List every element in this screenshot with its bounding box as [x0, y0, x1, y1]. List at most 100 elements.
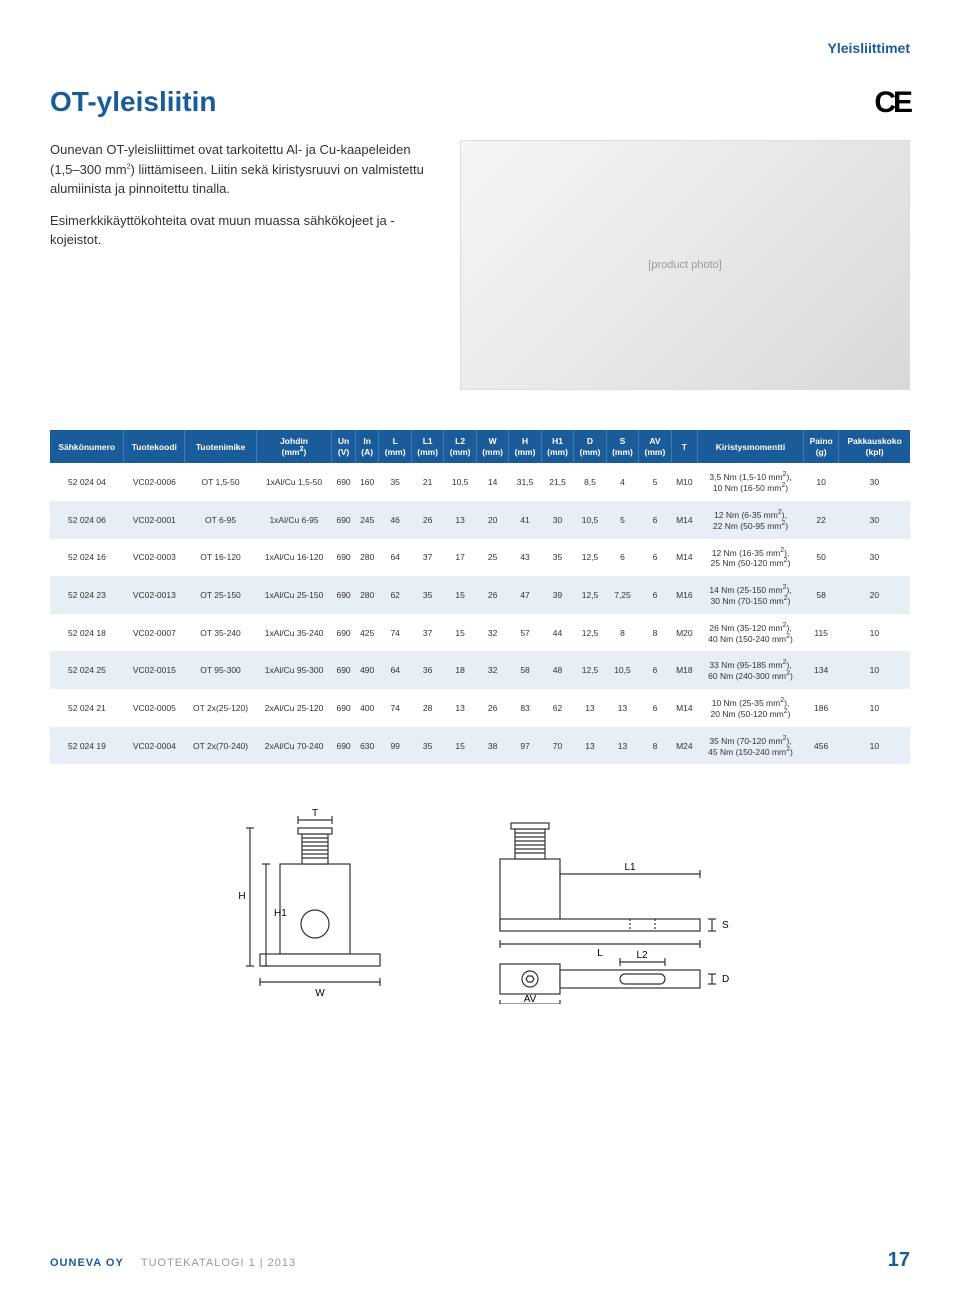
table-cell: 50	[804, 539, 839, 577]
table-cell: 10	[839, 614, 910, 652]
table-cell: 21,5	[541, 463, 573, 501]
table-header-cell: H(mm)	[509, 430, 541, 463]
table-cell: 1xAl/Cu 35-240	[256, 614, 332, 652]
table-cell: 690	[332, 576, 356, 614]
table-cell: 25	[476, 539, 508, 577]
table-cell: M14	[671, 689, 697, 727]
table-cell: 13	[444, 689, 476, 727]
table-cell: M18	[671, 651, 697, 689]
table-cell: M16	[671, 576, 697, 614]
intro-paragraph-1: Ounevan OT-yleisliittimet ovat tarkoitet…	[50, 140, 430, 199]
table-row: 52 024 25VC02-0015OT 95-3001xAl/Cu 95-30…	[50, 651, 910, 689]
table-row: 52 024 18VC02-0007OT 35-2401xAl/Cu 35-24…	[50, 614, 910, 652]
table-cell: VC02-0003	[124, 539, 185, 577]
table-cell: 15	[444, 727, 476, 765]
spec-table: SähkönumeroTuotekoodiTuotenimikeJohdin(m…	[50, 430, 910, 764]
table-cell: 12 Nm (16-35 mm2),25 Nm (50-120 mm2)	[698, 539, 804, 577]
table-cell: 6	[606, 539, 638, 577]
table-header-cell: Kiristysmomentti	[698, 430, 804, 463]
table-cell: 35 Nm (70-120 mm2),45 Nm (150-240 mm2)	[698, 727, 804, 765]
table-cell: 690	[332, 501, 356, 539]
table-header-cell: In(A)	[355, 430, 379, 463]
table-cell: 30	[839, 539, 910, 577]
table-header-cell: D(mm)	[574, 430, 606, 463]
table-cell: OT 16-120	[185, 539, 256, 577]
table-cell: 490	[355, 651, 379, 689]
table-cell: 30	[839, 501, 910, 539]
table-cell: 62	[541, 689, 573, 727]
table-header-cell: T	[671, 430, 697, 463]
table-cell: 22	[804, 501, 839, 539]
table-cell: M14	[671, 501, 697, 539]
table-cell: 10	[839, 689, 910, 727]
table-cell: 8	[606, 614, 638, 652]
table-row: 52 024 04VC02-0006OT 1,5-501xAl/Cu 1,5-5…	[50, 463, 910, 501]
table-cell: 12 Nm (6-35 mm2),22 Nm (50-95 mm2)	[698, 501, 804, 539]
table-row: 52 024 06VC02-0001OT 6-951xAl/Cu 6-95690…	[50, 501, 910, 539]
table-cell: 52 024 25	[50, 651, 124, 689]
table-cell: 17	[444, 539, 476, 577]
footer-company: OUNEVA OY	[50, 1257, 124, 1269]
table-cell: 18	[444, 651, 476, 689]
table-cell: 12,5	[574, 614, 606, 652]
table-cell: 13	[574, 727, 606, 765]
table-cell: 115	[804, 614, 839, 652]
table-cell: 13	[606, 689, 638, 727]
table-cell: 52 024 23	[50, 576, 124, 614]
table-cell: 8	[639, 727, 671, 765]
table-cell: 33 Nm (95-185 mm2),60 Nm (240-300 mm2)	[698, 651, 804, 689]
table-cell: 35	[379, 463, 411, 501]
table-cell: M20	[671, 614, 697, 652]
table-cell: 186	[804, 689, 839, 727]
table-cell: 43	[509, 539, 541, 577]
dim-s: S	[722, 920, 729, 931]
footer-left: OUNEVA OY TUOTEKATALOGI 1 | 2013	[50, 1257, 296, 1269]
intro-row: Ounevan OT-yleisliittimet ovat tarkoitet…	[50, 140, 910, 390]
table-cell: 12,5	[574, 576, 606, 614]
table-cell: 32	[476, 614, 508, 652]
table-header-cell: Tuotekoodi	[124, 430, 185, 463]
table-cell: 690	[332, 539, 356, 577]
table-cell: 12,5	[574, 539, 606, 577]
table-header-cell: AV(mm)	[639, 430, 671, 463]
table-cell: 37	[411, 614, 443, 652]
table-cell: 26	[476, 689, 508, 727]
table-cell: 1xAl/Cu 16-120	[256, 539, 332, 577]
dim-h1: H1	[274, 908, 287, 919]
table-cell: 15	[444, 576, 476, 614]
table-cell: 8,5	[574, 463, 606, 501]
table-cell: 30	[541, 501, 573, 539]
table-cell: 48	[541, 651, 573, 689]
table-cell: VC02-0013	[124, 576, 185, 614]
table-cell: 425	[355, 614, 379, 652]
table-cell: M24	[671, 727, 697, 765]
table-cell: 6	[639, 689, 671, 727]
table-cell: 58	[804, 576, 839, 614]
table-cell: 99	[379, 727, 411, 765]
page-footer: OUNEVA OY TUOTEKATALOGI 1 | 2013 17	[0, 1249, 960, 1272]
table-cell: 690	[332, 727, 356, 765]
table-cell: 245	[355, 501, 379, 539]
dim-av: AV	[524, 994, 537, 1004]
table-cell: 1xAl/Cu 25-150	[256, 576, 332, 614]
table-cell: 52 024 19	[50, 727, 124, 765]
table-cell: 1xAl/Cu 6-95	[256, 501, 332, 539]
table-header-cell: Pakkauskoko(kpl)	[839, 430, 910, 463]
dim-l: L	[597, 948, 603, 959]
dim-w: W	[315, 988, 325, 999]
intro-paragraph-2: Esimerkkikäyttökohteita ovat muun muassa…	[50, 211, 430, 250]
table-cell: 62	[379, 576, 411, 614]
table-header-cell: W(mm)	[476, 430, 508, 463]
table-cell: 14 Nm (25-150 mm2),30 Nm (70-150 mm2)	[698, 576, 804, 614]
table-cell: 5	[639, 463, 671, 501]
table-cell: 32	[476, 651, 508, 689]
table-cell: 15	[444, 614, 476, 652]
table-cell: 690	[332, 651, 356, 689]
table-cell: 31,5	[509, 463, 541, 501]
table-header-cell: L(mm)	[379, 430, 411, 463]
table-cell: 37	[411, 539, 443, 577]
table-cell: 64	[379, 539, 411, 577]
table-header-cell: Tuotenimike	[185, 430, 256, 463]
ce-mark-icon: CE	[874, 86, 910, 120]
table-cell: 83	[509, 689, 541, 727]
